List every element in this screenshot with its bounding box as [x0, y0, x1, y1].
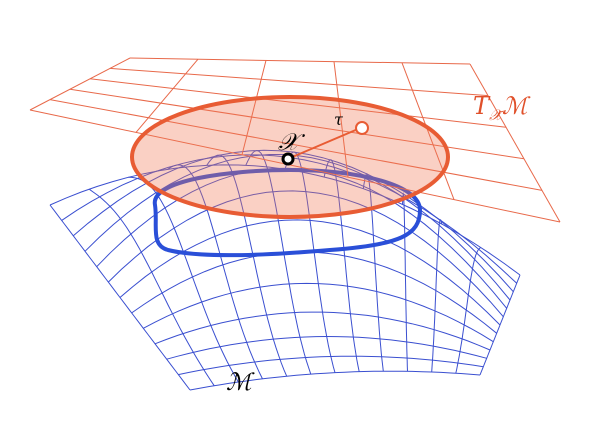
- mesh-line: [131, 251, 498, 334]
- plane-line: [89, 78, 507, 128]
- tangent-base: T: [473, 92, 491, 120]
- plane-line: [69, 88, 525, 160]
- radius-line: [289, 128, 359, 159]
- plane-line: [333, 61, 349, 178]
- tangent-space-label: T𝒳̄ℳ: [473, 92, 531, 124]
- plane-line: [49, 99, 543, 191]
- mesh-line: [166, 335, 487, 360]
- radius-end: [355, 121, 369, 135]
- plane-line: [129, 57, 471, 65]
- manifold-label: ℳ: [226, 368, 255, 396]
- plane-line: [241, 60, 267, 155]
- radius-label: τ: [334, 110, 344, 129]
- tangent-manifold: ℳ: [502, 92, 531, 120]
- mesh-line: [479, 274, 521, 376]
- mesh-line: [88, 188, 215, 386]
- plane-line: [29, 57, 131, 111]
- mesh-line: [431, 219, 443, 373]
- mesh-line: [178, 355, 484, 376]
- tangent-plane: [29, 57, 561, 223]
- plane-line: [469, 63, 561, 223]
- plane-line: [135, 58, 199, 133]
- mesh-line: [402, 191, 408, 372]
- tangent-subscript: 𝒳̄: [489, 106, 506, 124]
- point: [281, 152, 295, 166]
- mesh-line: [189, 370, 481, 391]
- plane-line: [29, 109, 561, 223]
- plane-line: [401, 62, 455, 200]
- plane-line: [109, 67, 489, 97]
- ball-on-manifold: [152, 167, 423, 258]
- mesh-line: [455, 247, 482, 374]
- mesh-line: [154, 311, 491, 351]
